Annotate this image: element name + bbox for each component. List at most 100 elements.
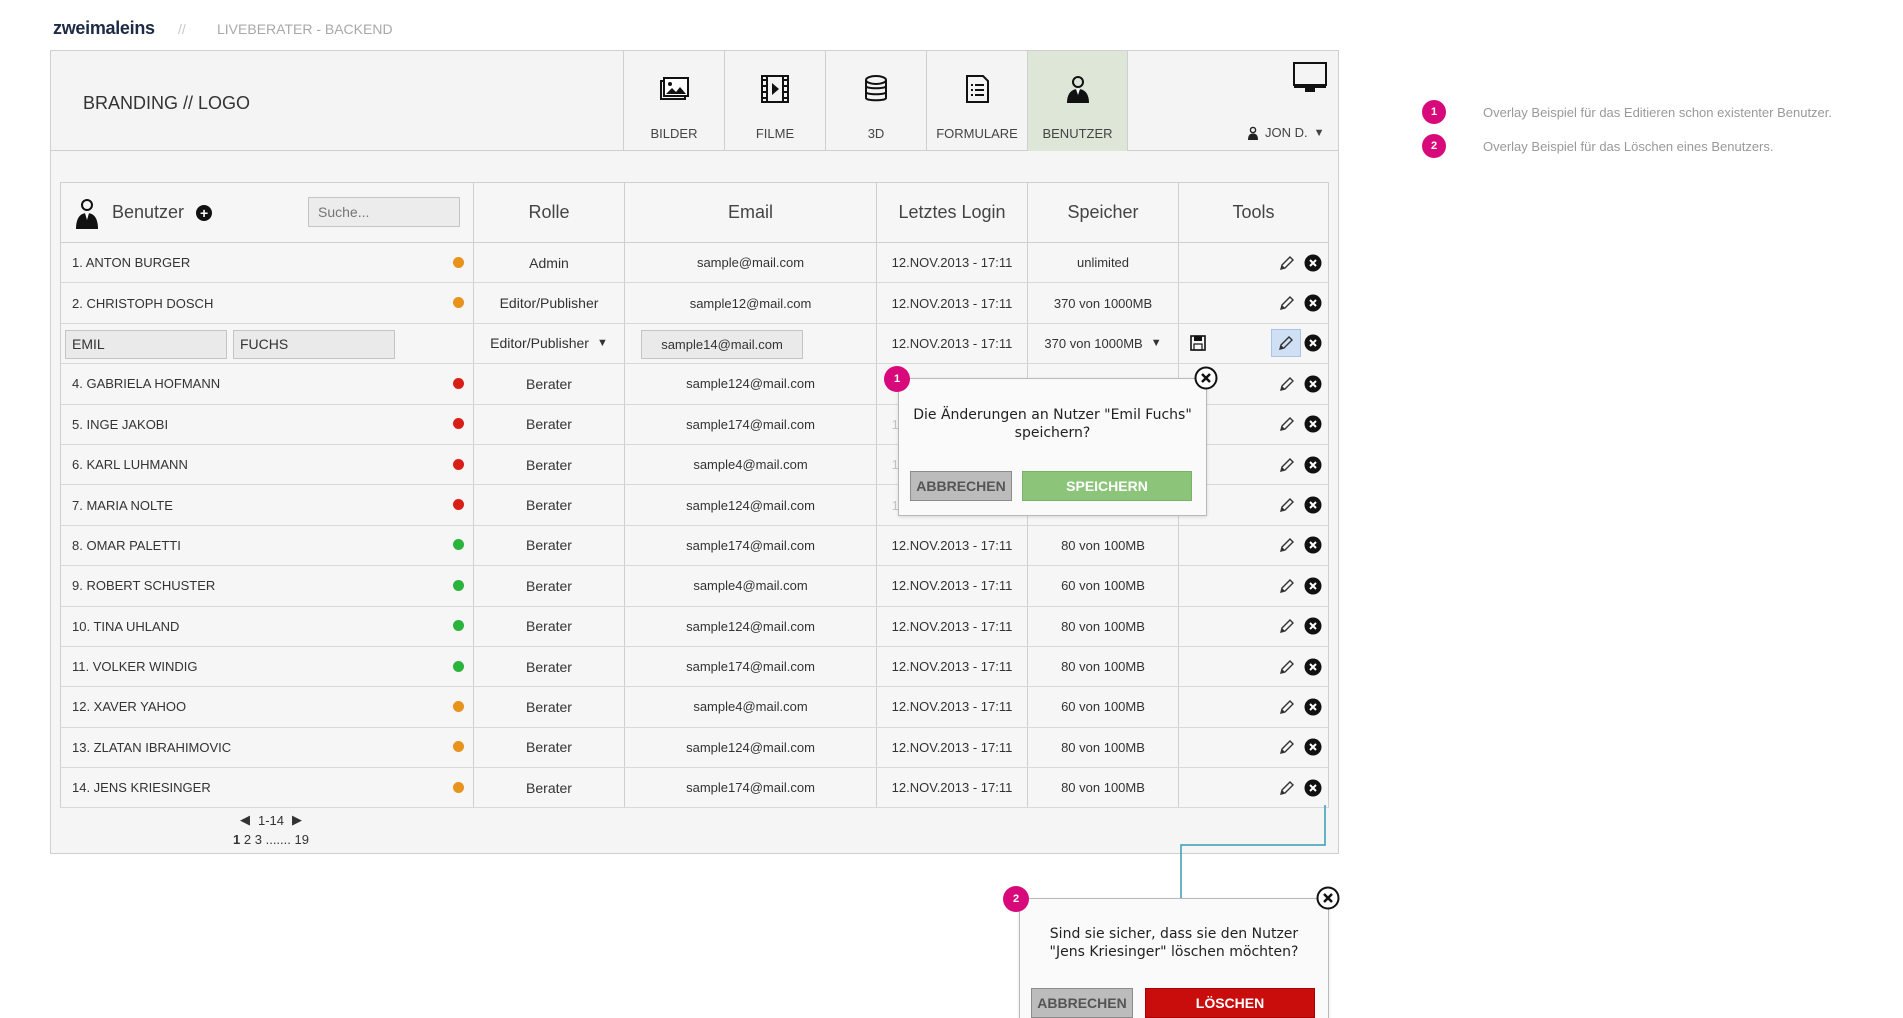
header-user: Benutzer +: [61, 183, 473, 242]
delete-icon[interactable]: [1304, 738, 1322, 756]
brand-subtitle: LIVEBERATER - BACKEND: [217, 21, 393, 37]
email-field[interactable]: [641, 329, 803, 359]
edit-icon[interactable]: [1277, 657, 1297, 677]
delete-confirm-overlay: Sind sie sicher, dass sie den Nutzer "Je…: [1019, 898, 1329, 1018]
delete-button[interactable]: LÖSCHEN: [1145, 988, 1315, 1018]
edit-icon[interactable]: [1277, 253, 1297, 273]
close-icon[interactable]: [1194, 366, 1218, 390]
role-cell: Berater: [473, 525, 624, 566]
edit-icon[interactable]: [1277, 495, 1297, 515]
table-row[interactable]: 1. ANTON BURGER Admin sample@mail.com 12.NO…: [60, 243, 1329, 284]
last-name-field[interactable]: [233, 329, 395, 359]
table-row[interactable]: 2. CHRISTOPH DOSCH Editor/Publisher sample…: [60, 283, 1329, 324]
user-menu[interactable]: JON D. ▼: [1247, 125, 1325, 140]
delete-icon[interactable]: [1304, 658, 1322, 676]
add-user-button[interactable]: +: [196, 204, 213, 221]
page-link[interactable]: 1: [233, 832, 241, 847]
prev-page-icon[interactable]: ◀: [239, 812, 250, 827]
delete-icon[interactable]: [1304, 698, 1322, 716]
nav-item-3d[interactable]: 3D: [825, 51, 926, 151]
nav-item-bilder[interactable]: BILDER: [623, 51, 724, 151]
name-cell: 6. KARL LUHMANN: [72, 457, 188, 473]
email-cell: sample4@mail.com: [624, 444, 876, 485]
login-cell: 12.NOV.2013 - 17:11: [876, 283, 1027, 323]
login-cell: 12.NOV.2013 - 17:11: [876, 768, 1027, 808]
storage-select[interactable]: 370 von 1000MB ▼: [1027, 323, 1178, 364]
delete-icon[interactable]: [1304, 254, 1322, 272]
storage-cell: 60 von 100MB: [1027, 687, 1178, 727]
nav-label: 3D: [867, 126, 885, 141]
overlay-badge: 1: [884, 366, 910, 392]
nav-label: FILME: [755, 126, 795, 141]
first-name-field[interactable]: [65, 329, 227, 359]
cancel-button[interactable]: ABBRECHEN: [1031, 988, 1133, 1018]
delete-icon[interactable]: [1304, 577, 1322, 595]
user-icon: [1067, 76, 1089, 103]
edit-icon[interactable]: [1277, 455, 1297, 475]
table-row[interactable]: 11. VOLKER WINDIG Berater sample174@mail.c…: [60, 646, 1329, 688]
page-link[interactable]: 19: [294, 832, 309, 847]
edit-icon[interactable]: [1277, 293, 1297, 313]
close-icon[interactable]: [1316, 886, 1340, 910]
edit-icon[interactable]: [1277, 535, 1297, 555]
edit-icon[interactable]: [1277, 576, 1297, 596]
table-row[interactable]: 13. ZLATAN IBRAHIMOVIC Berater sample124@m…: [60, 727, 1329, 769]
nav-item-formulare[interactable]: FORMULARE: [926, 51, 1027, 151]
email-cell: sample124@mail.com: [624, 364, 876, 404]
delete-icon[interactable]: [1304, 294, 1322, 312]
table-row[interactable]: 9. ROBERT SCHUSTER Berater sample4@mail.co…: [60, 566, 1329, 607]
header-last-login[interactable]: Letztes Login: [876, 183, 1027, 242]
delete-icon[interactable]: [1304, 617, 1322, 635]
edit-icon[interactable]: [1277, 616, 1297, 636]
edit-icon[interactable]: [1277, 737, 1297, 757]
search-input[interactable]: [308, 197, 460, 227]
table-body: 1. ANTON BURGER Admin sample@mail.com 12.NO…: [60, 243, 1329, 809]
delete-icon[interactable]: [1304, 375, 1322, 393]
legend-badge: 2: [1422, 134, 1446, 158]
delete-icon[interactable]: [1304, 456, 1322, 474]
delete-icon[interactable]: [1304, 334, 1322, 352]
storage-cell: 60 von 100MB: [1027, 566, 1178, 606]
images-icon: [660, 77, 689, 100]
save-button[interactable]: SPEICHERN: [1022, 471, 1192, 501]
page-link[interactable]: 2: [243, 832, 252, 847]
edit-icon[interactable]: [1277, 374, 1297, 394]
role-cell: Editor/Publisher: [473, 283, 624, 323]
cancel-button[interactable]: ABBRECHEN: [910, 471, 1012, 501]
status-dot: [453, 458, 464, 470]
table-row[interactable]: 14. JENS KRIESINGER Berater sample174@mail…: [60, 768, 1329, 809]
role-cell: Berater: [473, 364, 624, 404]
delete-icon[interactable]: [1304, 536, 1322, 554]
edit-icon[interactable]: [1277, 414, 1297, 434]
table-row[interactable]: Editor/Publisher▼12.NOV.2013 - 17:11370 …: [60, 323, 1329, 365]
tools-cell: [1178, 525, 1328, 566]
save-confirm-overlay: Die Änderungen an Nutzer "Emil Fuchs" sp…: [898, 378, 1207, 516]
header-email[interactable]: Email: [624, 183, 876, 242]
monitor-icon[interactable]: [1292, 61, 1328, 95]
delete-icon[interactable]: [1304, 496, 1322, 514]
user-name: JON D.: [1265, 125, 1308, 140]
edit-icon[interactable]: [1277, 697, 1297, 717]
page-link[interactable]: 3: [254, 832, 262, 847]
role-cell: Berater: [473, 485, 624, 525]
delete-icon[interactable]: [1304, 415, 1322, 433]
delete-icon[interactable]: [1304, 779, 1322, 797]
edit-icon[interactable]: [1271, 329, 1301, 358]
database-icon: [865, 75, 887, 102]
role-select[interactable]: Editor/Publisher ▼: [473, 323, 624, 364]
status-dot: [453, 256, 464, 268]
table-row[interactable]: 8. OMAR PALETTI Berater sample174@mail.com…: [60, 525, 1329, 567]
nav-item-filme[interactable]: FILME: [724, 51, 825, 151]
table-row[interactable]: 12. XAVER YAHOO Berater sample4@mail.com 12…: [60, 687, 1329, 728]
header-role[interactable]: Rolle: [473, 183, 624, 242]
header-storage[interactable]: Speicher: [1027, 183, 1178, 242]
tools-cell: [1178, 606, 1328, 646]
pagination: ◀ 1-14 ▶ 1 2 3 ....... 19: [211, 812, 331, 847]
edit-icon[interactable]: [1277, 778, 1297, 798]
users-table: Benutzer + Rolle Email Letztes Login Spe…: [60, 182, 1329, 809]
login-cell: 12.NOV.2013 - 17:11: [876, 727, 1027, 768]
next-page-icon[interactable]: ▶: [292, 812, 303, 827]
table-row[interactable]: 10. TINA UHLAND Berater sample124@mail.com…: [60, 606, 1329, 647]
save-icon[interactable]: [1189, 334, 1207, 352]
nav-item-benutzer[interactable]: BENUTZER: [1027, 51, 1128, 151]
